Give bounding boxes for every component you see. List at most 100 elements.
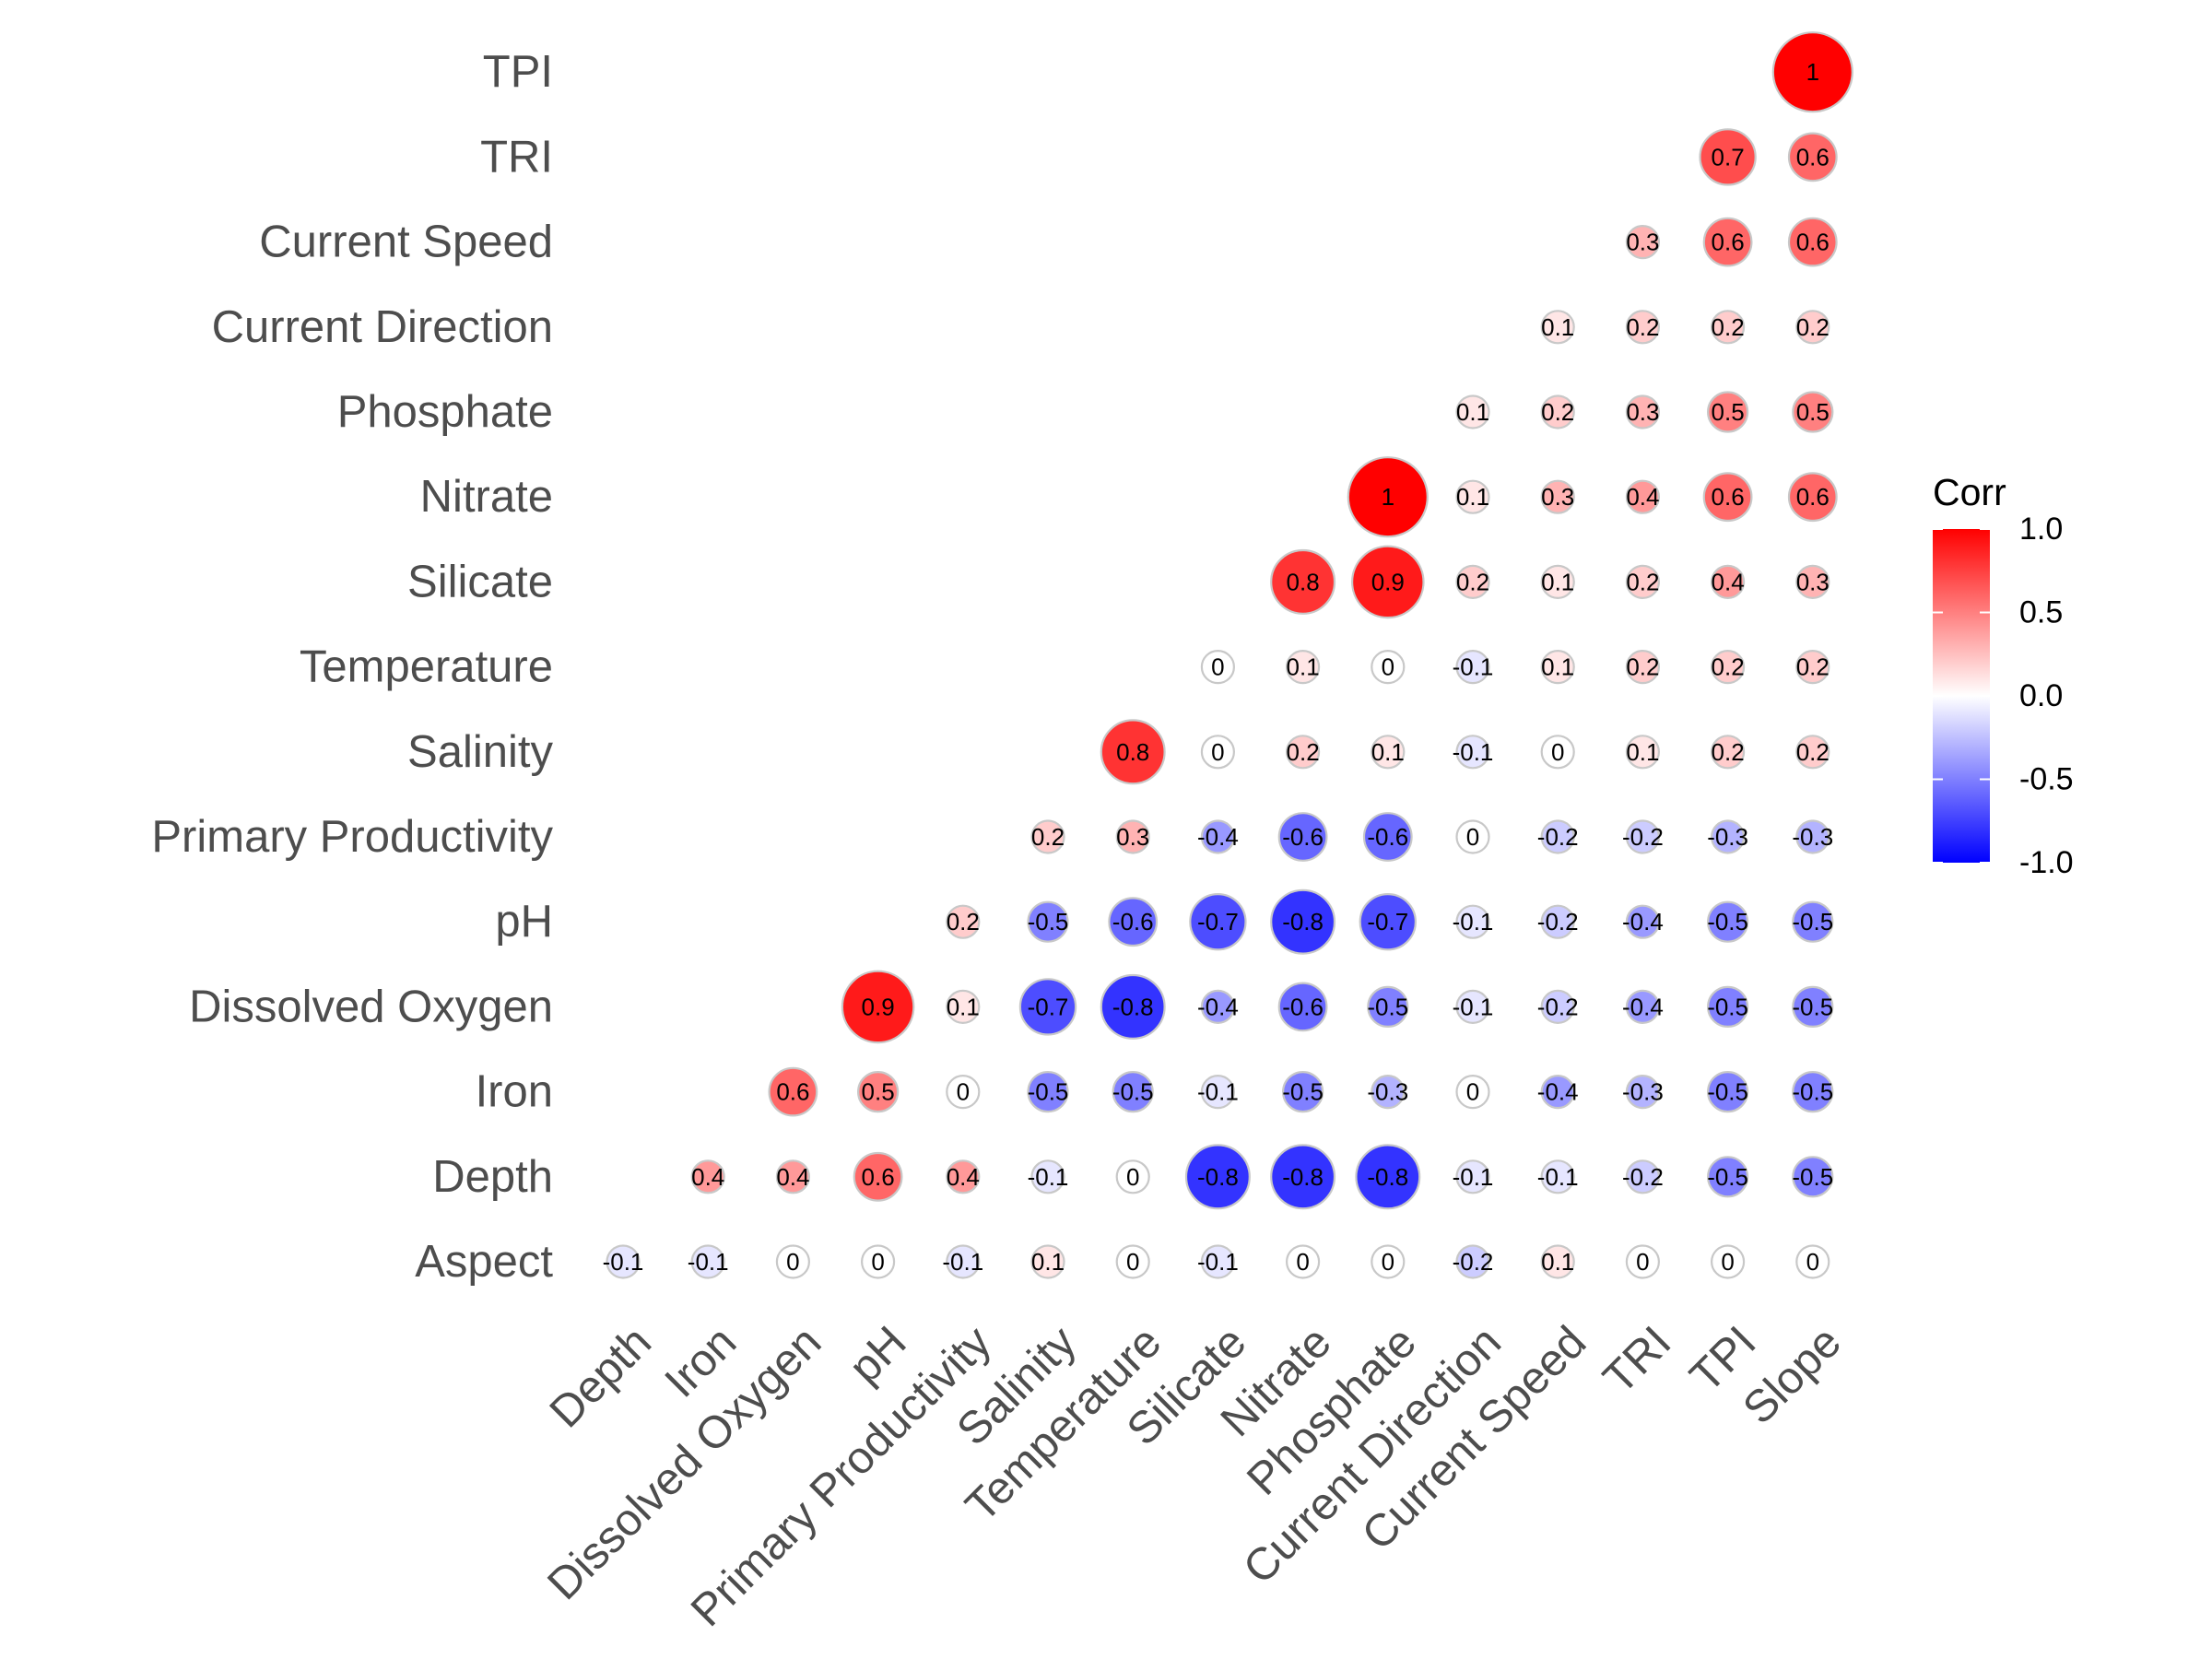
cell-depth-tri-circle [1625,1159,1661,1194]
cell-current-speed-slope-circle [1787,217,1838,267]
cell-temperature-current-direction-label: -0.1 [1453,653,1494,681]
cell-dissolved-oxygen-current-direction-label: -0.1 [1453,993,1494,1020]
cell-dissolved-oxygen-temperature-label: -0.8 [1112,993,1154,1020]
cell-primary-productivity-salinity-circle [1030,819,1065,854]
cell-depth-nitrate-circle [1270,1144,1336,1210]
cell-primary-productivity-silicate-circle [1200,819,1236,854]
cell-silicate-tpi-label: 0.4 [1712,568,1745,595]
cell-dissolved-oxygen-tri-circle [1625,989,1661,1025]
cell-aspect-tri-label: 0 [1636,1248,1649,1276]
cell-depth-primary-productivity-label: 0.4 [947,1163,980,1191]
cell-depth-silicate-circle [1184,1144,1251,1210]
cell-salinity-phosphate-label: 0.1 [1371,738,1405,766]
cell-salinity-temperature-circle [1100,719,1166,785]
y-axis-label-dissolved-oxygen: Dissolved Oxygen [189,982,553,1031]
cell-salinity-nitrate-circle [1285,735,1321,770]
cell-dissolved-oxygen-silicate-label: -0.4 [1197,993,1239,1020]
cell-salinity-current-direction-circle [1455,735,1490,770]
cell-aspect-current-speed-label: 0.1 [1541,1248,1574,1276]
cell-iron-tpi-label: -0.5 [1707,1078,1748,1106]
cell-iron-slope-label: -0.5 [1792,1078,1833,1106]
cell-silicate-current-speed-circle [1540,564,1575,600]
cell-silicate-tri-circle [1625,564,1661,600]
cell-iron-current-speed-label: -0.4 [1537,1078,1579,1106]
cell-phosphate-tri-circle [1625,394,1661,429]
cell-aspect-tri-circle [1625,1244,1661,1279]
cell-ph-salinity-circle [1027,900,1069,943]
cell-temperature-phosphate-label: 0 [1382,653,1394,681]
cell-iron-salinity-label: -0.5 [1028,1078,1069,1106]
cell-depth-phosphate-circle [1355,1144,1421,1210]
cell-temperature-tpi-circle [1710,649,1746,685]
cell-ph-slope-label: -0.5 [1792,908,1833,935]
cell-primary-productivity-current-speed-circle [1540,819,1575,854]
cell-depth-current-direction-circle [1455,1159,1490,1194]
cell-iron-nitrate-label: -0.5 [1282,1078,1324,1106]
cell-tri-tpi-label: 0.7 [1712,143,1745,171]
cell-primary-productivity-nitrate-label: -0.6 [1282,823,1324,851]
cell-primary-productivity-tri-circle [1625,819,1661,854]
cell-iron-current-direction-circle [1455,1074,1490,1110]
cell-nitrate-tri-circle [1625,479,1661,514]
cell-ph-temperature-circle [1108,897,1159,947]
cell-iron-current-speed-circle [1540,1074,1575,1110]
cell-ph-phosphate-label: -0.7 [1367,908,1408,935]
cell-temperature-tpi-label: 0.2 [1712,653,1745,681]
cell-silicate-tri-label: 0.2 [1626,568,1659,595]
cell-dissolved-oxygen-phosphate-label: -0.5 [1367,993,1408,1020]
cell-primary-productivity-phosphate-label: -0.6 [1367,823,1408,851]
cell-iron-dissolved-oxygen-circle [768,1066,818,1117]
cell-salinity-current-direction-label: -0.1 [1453,738,1494,766]
cell-iron-tri-label: -0.3 [1622,1078,1664,1106]
cell-current-speed-slope-label: 0.6 [1796,229,1830,256]
cell-depth-slope-label: -0.5 [1792,1163,1833,1191]
cell-silicate-slope-label: 0.3 [1796,568,1830,595]
cell-nitrate-current-direction-label: 0.1 [1456,483,1489,511]
cell-aspect-salinity-circle [1030,1244,1065,1279]
legend-tick-label: -1.0 [2019,845,2074,880]
cell-iron-current-direction-label: 0 [1466,1078,1479,1106]
cell-aspect-dissolved-oxygen-circle [775,1244,811,1279]
cell-dissolved-oxygen-current-direction-circle [1455,989,1490,1025]
cell-iron-temperature-circle [1112,1070,1154,1113]
cell-temperature-nitrate-circle [1285,649,1321,685]
cell-nitrate-current-speed-label: 0.3 [1541,483,1574,511]
cell-temperature-tri-circle [1625,649,1661,685]
cell-aspect-primary-productivity-label: -0.1 [942,1248,983,1276]
cell-phosphate-current-direction-circle [1455,394,1490,429]
cell-silicate-phosphate-circle [1351,545,1425,619]
cell-aspect-temperature-label: 0 [1126,1248,1139,1276]
cell-iron-ph-circle [856,1070,900,1113]
cell-dissolved-oxygen-tpi-label: -0.5 [1707,993,1748,1020]
cell-dissolved-oxygen-current-speed-circle [1540,989,1575,1025]
y-axis-label-depth: Depth [432,1152,553,1202]
cell-depth-silicate-label: -0.8 [1197,1163,1239,1191]
cell-dissolved-oxygen-phosphate-circle [1367,985,1409,1029]
cell-temperature-slope-label: 0.2 [1796,653,1830,681]
cell-iron-ph-label: 0.5 [862,1078,895,1106]
cell-salinity-tpi-circle [1710,735,1746,770]
x-axis-label-depth: Depth [540,1317,661,1438]
y-axis-label-temperature: Temperature [300,642,553,692]
cell-temperature-nitrate-label: 0.1 [1287,653,1320,681]
cell-depth-dissolved-oxygen-circle [775,1159,811,1194]
x-axis-label-slope: Slope [1734,1317,1851,1434]
cell-ph-current-speed-label: -0.2 [1537,908,1579,935]
cell-depth-slope-circle [1792,1156,1834,1198]
y-axis-label-phosphate: Phosphate [337,387,553,437]
cell-salinity-slope-label: 0.2 [1796,738,1830,766]
cell-primary-productivity-nitrate-circle [1277,812,1328,862]
cell-iron-temperature-label: -0.5 [1112,1078,1154,1106]
cell-dissolved-oxygen-nitrate-label: -0.6 [1282,993,1324,1020]
cell-aspect-nitrate-label: 0 [1296,1248,1309,1276]
cell-silicate-nitrate-circle [1270,548,1336,615]
cell-salinity-phosphate-circle [1371,735,1406,770]
cell-dissolved-oxygen-tpi-circle [1706,985,1749,1029]
cell-phosphate-current-direction-label: 0.1 [1456,398,1489,426]
cell-tri-tpi-circle [1699,128,1757,186]
cell-ph-tpi-circle [1706,900,1749,943]
cell-phosphate-tpi-label: 0.5 [1712,398,1745,426]
cell-ph-tri-label: -0.4 [1622,908,1664,935]
